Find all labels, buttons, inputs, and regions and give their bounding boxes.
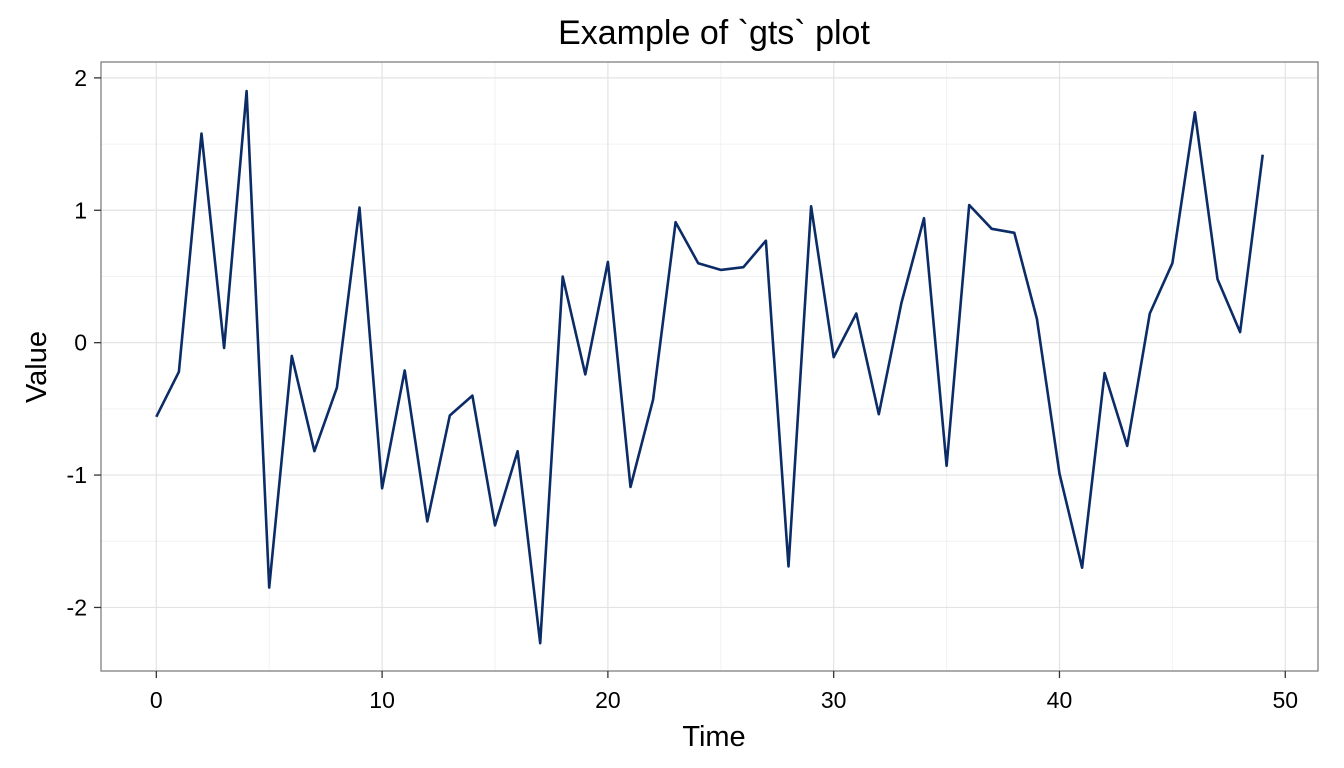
series-line <box>155 89 1264 645</box>
panel-border <box>100 61 1319 672</box>
x-tick-label: 10 <box>369 687 395 713</box>
x-tick-label: 0 <box>150 687 163 713</box>
x-tick-label: 50 <box>1272 687 1298 713</box>
y-tick-label: -1 <box>67 462 87 488</box>
y-tick-label: 0 <box>74 330 87 356</box>
chart-title: Example of `gts` plot <box>558 14 870 52</box>
x-axis-title: Time <box>682 721 745 753</box>
x-tick-label: 30 <box>821 687 847 713</box>
y-tick-label: 1 <box>74 197 87 223</box>
x-tick-label: 40 <box>1047 687 1073 713</box>
y-tick-label: 2 <box>74 65 87 91</box>
x-axis: 0 10 20 30 40 50 <box>150 671 1298 713</box>
y-axis-title: Value <box>21 331 53 403</box>
x-tick-label: 20 <box>595 687 621 713</box>
y-tick-label: -2 <box>67 594 87 620</box>
major-gridlines <box>101 62 1318 671</box>
y-axis: -2 -1 0 1 2 <box>67 65 101 620</box>
